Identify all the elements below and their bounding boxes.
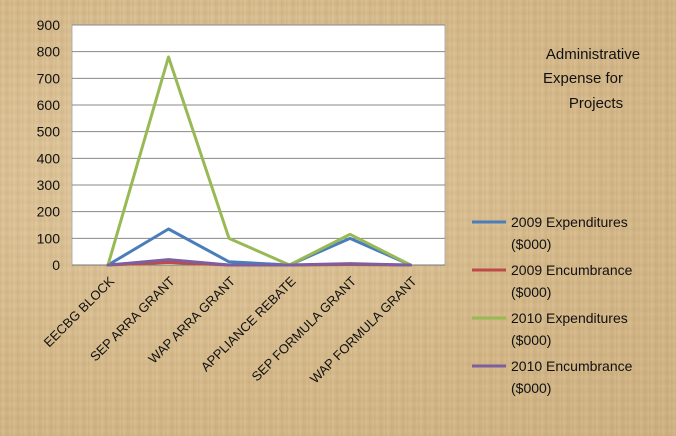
y-tick-label: 0 — [52, 257, 60, 273]
legend-label: 2009 Encumbrance — [511, 262, 633, 278]
y-tick-label: 100 — [37, 230, 61, 246]
y-tick-label: 200 — [37, 204, 61, 220]
series-line — [106, 227, 412, 267]
plot-area — [71, 24, 446, 266]
series-line — [106, 258, 412, 267]
y-tick-label: 900 — [37, 17, 61, 33]
y-tick-label: 300 — [37, 177, 61, 193]
legend-label: 2010 Encumbrance — [511, 358, 633, 374]
legend: 2009 Expenditures ($000) 2009 Encumbrance (… — [472, 214, 633, 396]
chart-title: Administrative Expense for Projects — [543, 46, 640, 112]
legend-label: ($000) — [511, 236, 551, 252]
legend-label: ($000) — [511, 380, 551, 396]
y-tick-label: 600 — [37, 97, 61, 113]
y-tick-label: 700 — [37, 70, 61, 86]
y-tick-label: 400 — [37, 150, 61, 166]
y-tick-label: 800 — [37, 44, 61, 60]
gridlines — [72, 24, 445, 239]
chart-title-line-2: Expense for — [543, 70, 623, 87]
legend-label: ($000) — [511, 332, 551, 348]
series-lines — [106, 55, 412, 267]
legend-label: 2009 Expenditures — [511, 214, 628, 230]
y-tick-label: 500 — [37, 124, 61, 140]
legend-label: 2010 Expenditures — [511, 310, 628, 326]
series-line — [106, 55, 412, 267]
x-tick-label: SEP FORMULA GRANT — [249, 273, 360, 384]
legend-label: ($000) — [511, 284, 551, 300]
chart-title-line-1: Administrative — [546, 46, 640, 63]
x-tick-label: WAP FORMULA GRANT — [307, 273, 420, 386]
chart-title-line-3: Projects — [569, 95, 623, 112]
